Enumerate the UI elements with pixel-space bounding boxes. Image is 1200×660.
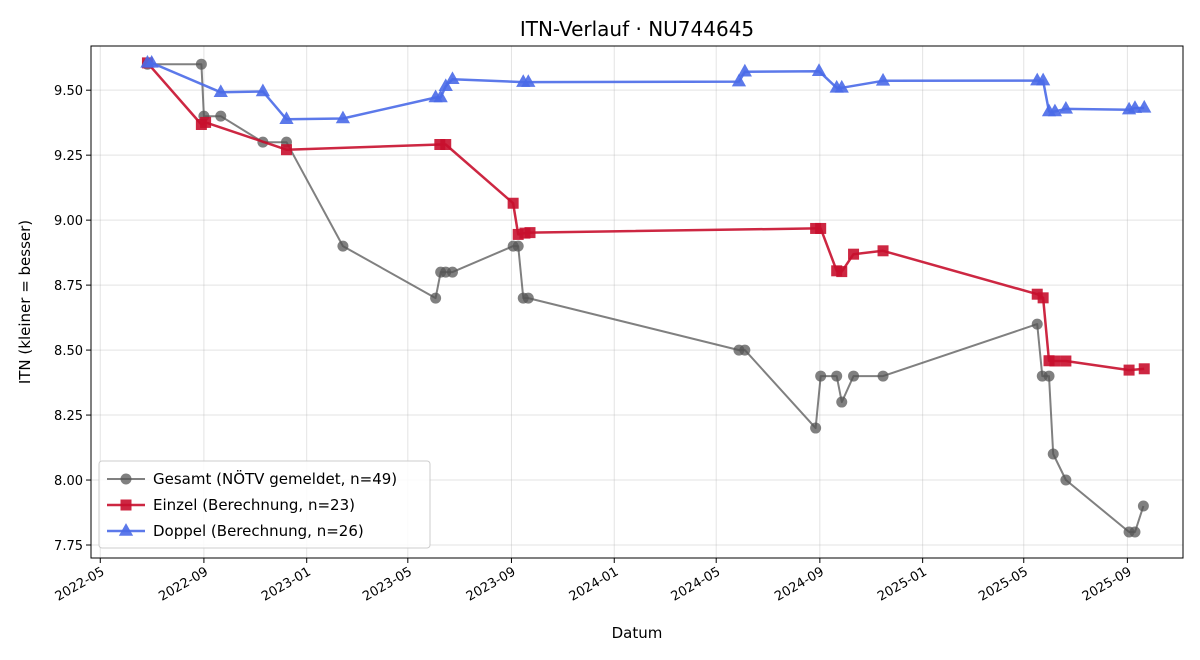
data-point bbox=[1043, 370, 1055, 382]
x-tick-label: 2024-09 bbox=[772, 564, 827, 604]
data-point bbox=[337, 240, 349, 252]
data-point bbox=[255, 83, 271, 97]
data-point bbox=[430, 292, 442, 304]
plot-frame bbox=[90, 45, 1184, 559]
series-line bbox=[147, 61, 1145, 121]
data-point bbox=[877, 370, 889, 382]
data-point bbox=[739, 344, 751, 356]
x-tick-label: 2023-01 bbox=[259, 564, 314, 604]
data-point bbox=[440, 139, 452, 151]
x-tick-label: 2025-01 bbox=[875, 564, 930, 604]
data-point bbox=[524, 227, 536, 239]
y-tick-label: 8.00 bbox=[54, 474, 83, 489]
legend-box bbox=[98, 460, 431, 549]
legend-label: Gesamt (NÖTV gemeldet, n=49) bbox=[153, 469, 397, 488]
data-point bbox=[1060, 474, 1072, 486]
x-tick-label: 2024-05 bbox=[669, 564, 724, 604]
data-point bbox=[512, 228, 524, 240]
legend-label: Doppel (Berechnung, n=26) bbox=[153, 522, 364, 540]
y-tick-label: 9.25 bbox=[54, 149, 83, 164]
y-axis-label: ITN (kleiner = besser) bbox=[16, 220, 34, 384]
data-point bbox=[811, 63, 827, 76]
data-point bbox=[848, 248, 860, 260]
series-layer bbox=[140, 54, 1152, 538]
data-point bbox=[195, 58, 207, 70]
data-point bbox=[507, 197, 519, 209]
y-tick-label: 8.25 bbox=[54, 409, 83, 424]
data-point bbox=[335, 110, 351, 124]
data-point bbox=[512, 240, 524, 252]
data-point bbox=[1129, 526, 1141, 538]
data-point bbox=[522, 292, 534, 304]
data-point bbox=[438, 78, 453, 92]
data-point bbox=[815, 370, 827, 382]
data-point bbox=[834, 79, 849, 93]
data-point bbox=[810, 422, 822, 434]
y-tick-label: 8.50 bbox=[54, 344, 83, 359]
data-point bbox=[433, 89, 448, 103]
legend: Gesamt (NÖTV gemeldet, n=49) Einzel (Bere… bbox=[98, 460, 431, 549]
data-point bbox=[1037, 292, 1049, 304]
data-point bbox=[446, 266, 458, 278]
data-point bbox=[1138, 363, 1150, 375]
data-point bbox=[1043, 355, 1055, 367]
data-point bbox=[737, 63, 752, 77]
data-point bbox=[1060, 355, 1072, 367]
data-point bbox=[731, 73, 747, 87]
data-point bbox=[200, 116, 212, 128]
y-tick-label: 8.75 bbox=[54, 279, 83, 294]
data-point bbox=[1031, 318, 1043, 330]
series-3 bbox=[140, 54, 1152, 125]
data-point bbox=[280, 144, 292, 156]
series-2 bbox=[141, 57, 1150, 376]
data-point bbox=[836, 266, 848, 278]
legend-marker bbox=[120, 473, 132, 485]
data-point bbox=[848, 370, 860, 382]
data-point bbox=[445, 71, 460, 85]
data-point bbox=[831, 370, 843, 382]
y-tick-label: 9.50 bbox=[54, 84, 83, 99]
legend-marker bbox=[118, 523, 134, 536]
data-point bbox=[836, 396, 848, 408]
y-tick-label: 7.75 bbox=[54, 539, 83, 554]
x-tick-label: 2023-09 bbox=[464, 564, 519, 604]
data-point bbox=[1049, 355, 1061, 367]
y-tick-label: 9.00 bbox=[54, 214, 83, 229]
x-tick-label: 2023-05 bbox=[360, 564, 415, 604]
data-point bbox=[1058, 100, 1074, 114]
data-point bbox=[875, 72, 891, 86]
data-point bbox=[279, 111, 294, 125]
data-point bbox=[521, 74, 536, 87]
x-axis-label: Datum bbox=[612, 624, 663, 642]
series-line bbox=[146, 62, 1145, 372]
data-point bbox=[877, 245, 889, 257]
data-point bbox=[1047, 448, 1059, 460]
x-tick-label: 2025-09 bbox=[1080, 564, 1135, 604]
x-tick-label: 2024-01 bbox=[567, 564, 622, 604]
data-point bbox=[1123, 364, 1135, 376]
data-point bbox=[1127, 100, 1143, 113]
data-point bbox=[434, 139, 446, 151]
data-point bbox=[1036, 72, 1051, 86]
data-point bbox=[1047, 103, 1063, 117]
data-point bbox=[815, 222, 827, 234]
x-tick-label: 2022-09 bbox=[156, 564, 211, 604]
x-tick-label: 2022-05 bbox=[53, 564, 108, 604]
data-point bbox=[1031, 288, 1043, 300]
x-tick-label: 2025-05 bbox=[976, 564, 1031, 604]
data-point bbox=[215, 110, 227, 122]
legend-label: Einzel (Berechnung, n=23) bbox=[153, 496, 355, 514]
data-point bbox=[1137, 99, 1152, 113]
legend-marker bbox=[120, 499, 132, 511]
data-point bbox=[213, 84, 228, 98]
data-point bbox=[1137, 500, 1149, 512]
chart-title: ITN-Verlauf · NU744645 bbox=[520, 17, 754, 41]
data-point bbox=[144, 54, 159, 68]
